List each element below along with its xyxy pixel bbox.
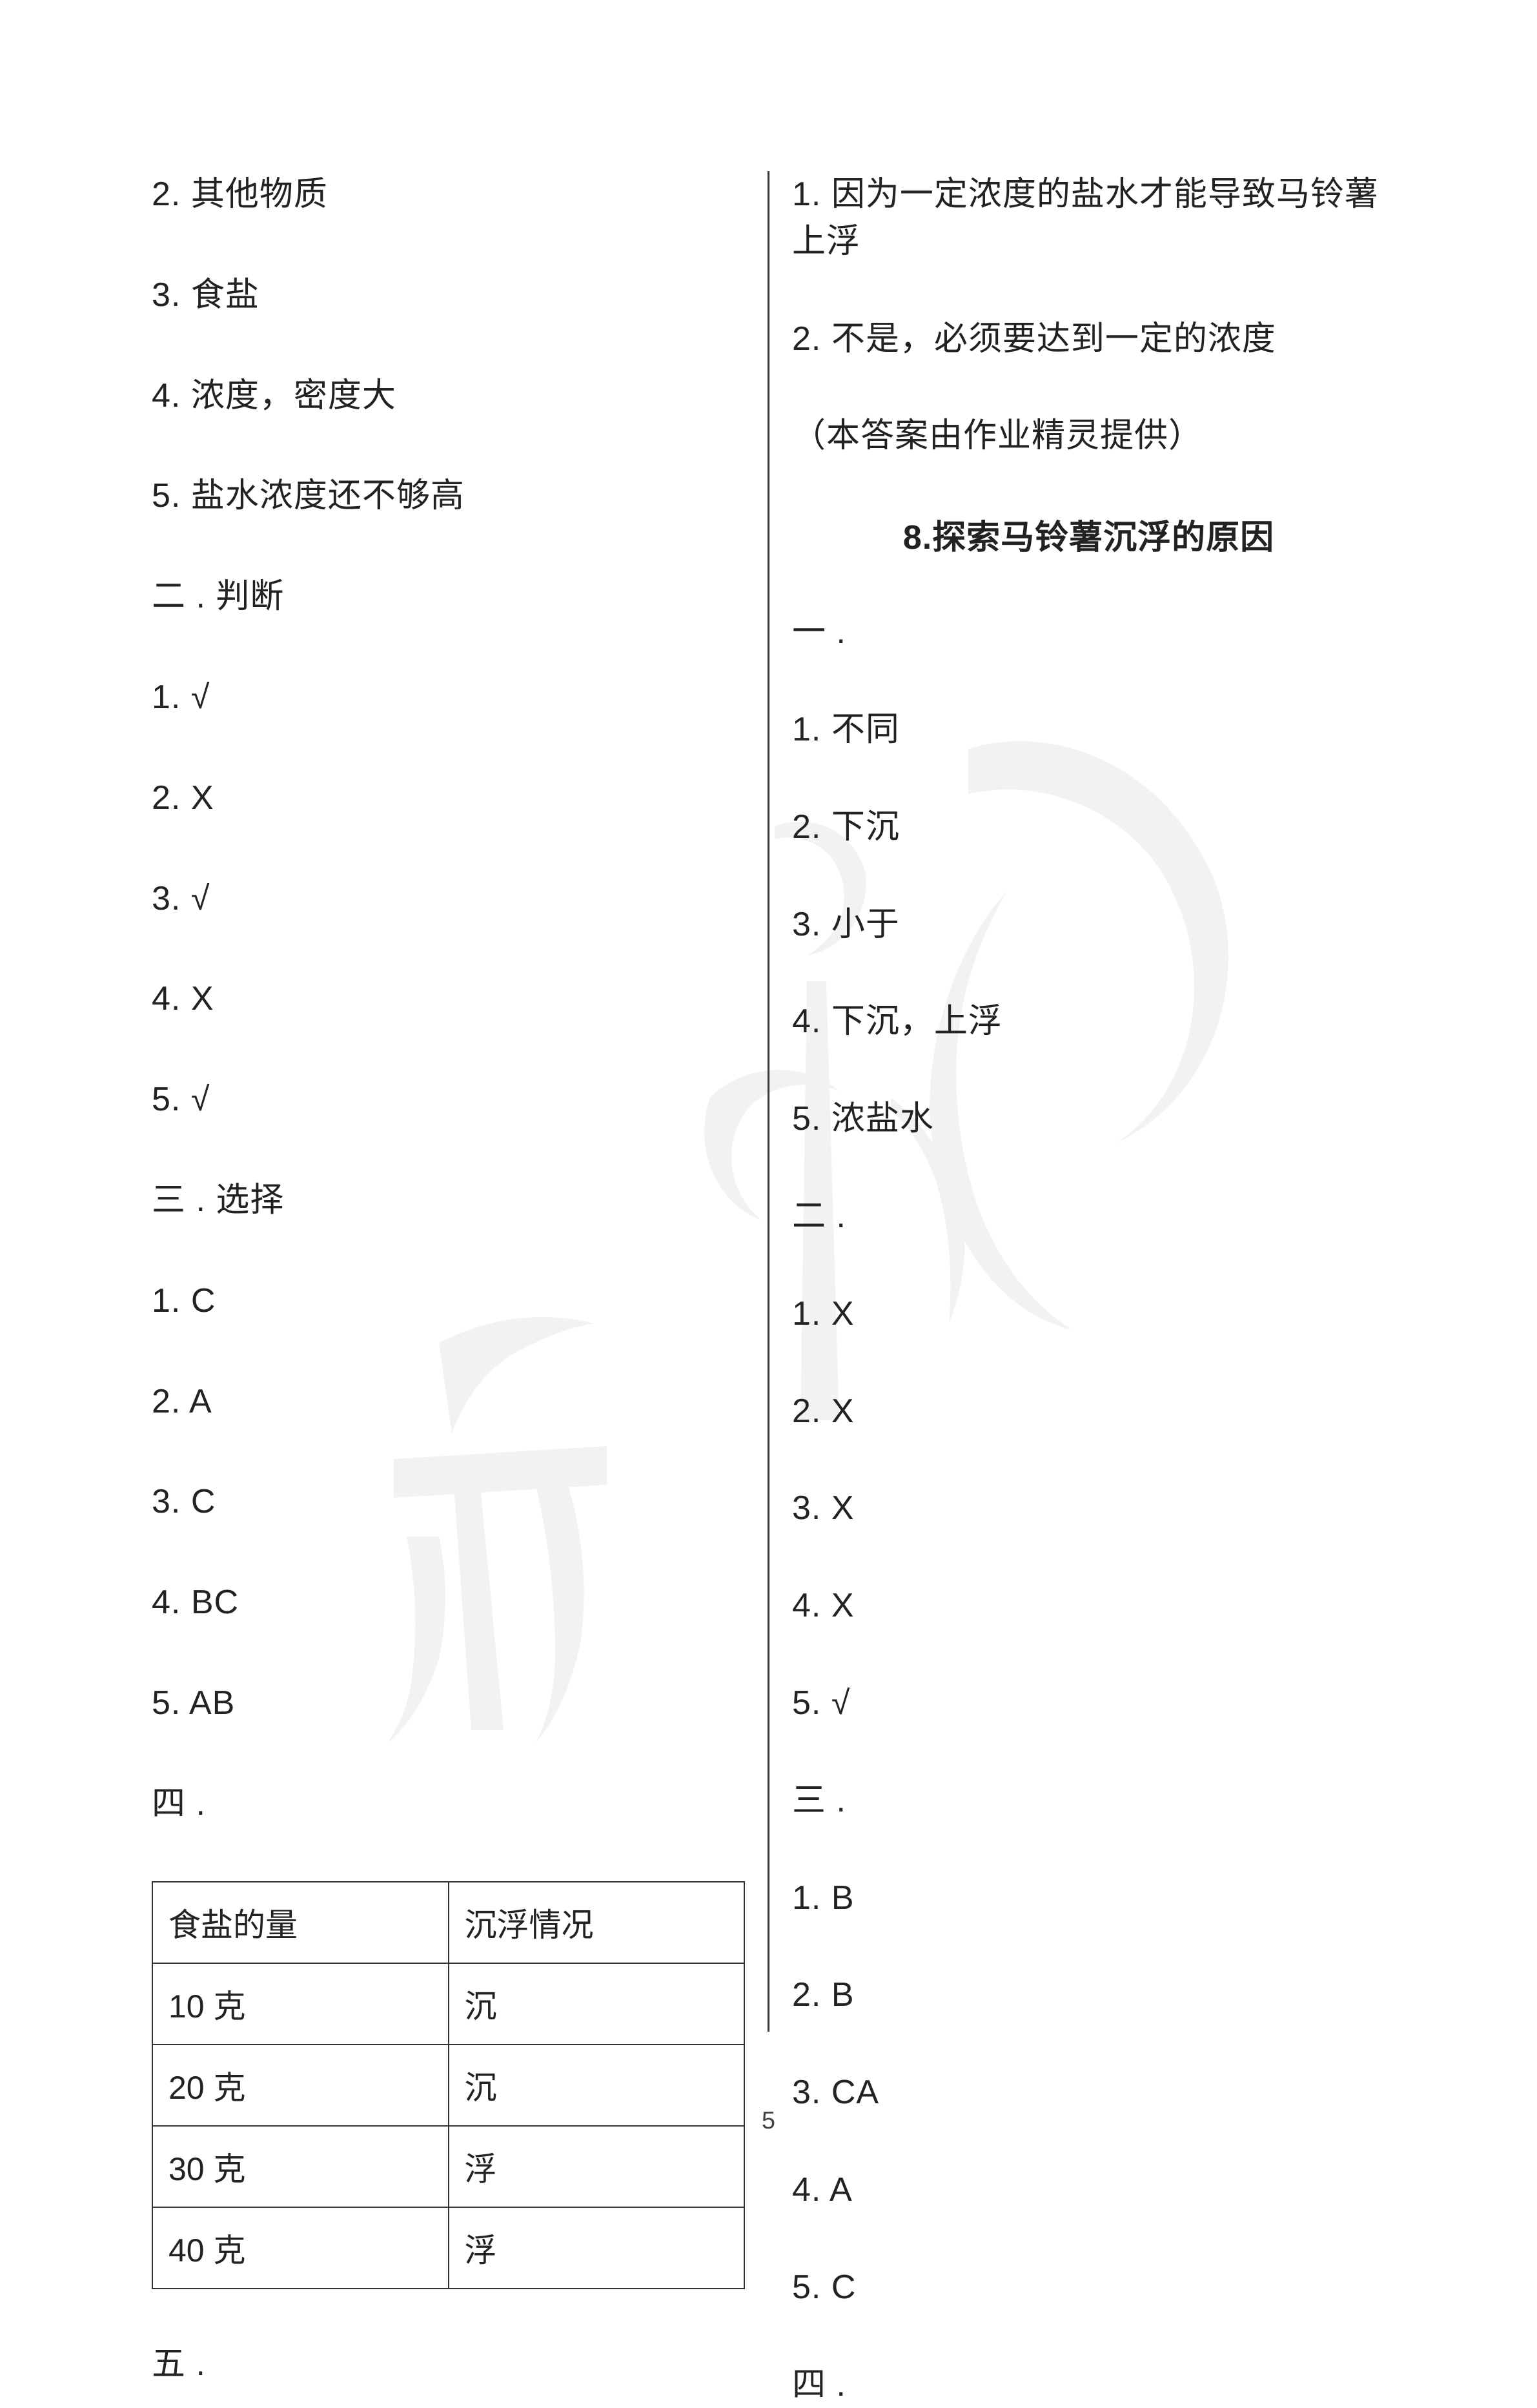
- answer-item: 1. 不同: [792, 706, 1385, 753]
- answer-item: 2. B: [792, 1972, 1385, 2019]
- lesson-title: 8.探索马铃薯沉浮的原因: [792, 510, 1385, 558]
- answer-item: 1. B: [792, 1875, 1385, 1922]
- answer-item: 3. 小于: [792, 901, 1385, 948]
- answer-item: 2. 不是，必须要达到一定的浓度: [792, 316, 1385, 363]
- answer-item: 5. 盐水浓度还不够高: [152, 473, 745, 520]
- table-row: 食盐的量 沉浮情况: [152, 1882, 744, 1963]
- answer-item: 2. X: [792, 1388, 1385, 1435]
- section-label: 二 . 判断: [152, 573, 745, 620]
- page-number: 5: [0, 2107, 1537, 2135]
- table-row: 40 克 浮: [152, 2207, 744, 2289]
- answer-item: 3. X: [792, 1485, 1385, 1532]
- table-cell: 10 克: [152, 1963, 449, 2045]
- table-cell: 沉: [449, 1963, 745, 2045]
- table-cell: 40 克: [152, 2207, 449, 2289]
- table-cell: 浮: [449, 2207, 745, 2289]
- answer-item: 1. 因为一定浓度的盐水才能导致马铃薯上浮: [792, 171, 1385, 265]
- answer-item: 3. C: [152, 1478, 745, 1525]
- answer-item: 1. X: [792, 1291, 1385, 1338]
- answer-item: 4. X: [792, 1582, 1385, 1629]
- table-cell: 浮: [449, 2126, 745, 2207]
- table-cell: 30 克: [152, 2126, 449, 2207]
- answer-item: 1. √: [152, 674, 745, 721]
- section-label: 二 .: [792, 1193, 1385, 1240]
- attribution-note: （本答案由作业精灵提供）: [792, 413, 1385, 460]
- answer-item: 2. 下沉: [792, 804, 1385, 851]
- columns-container: 2. 其他物质 3. 食盐 4. 浓度，密度大 5. 盐水浓度还不够高 二 . …: [129, 171, 1408, 2032]
- section-label: 四 .: [792, 2362, 1385, 2408]
- answer-item: 4. 下沉，上浮: [792, 998, 1385, 1045]
- answer-item: 5. AB: [152, 1680, 745, 1727]
- table-header-cell: 沉浮情况: [449, 1882, 745, 1963]
- answer-item: 2. 其他物质: [152, 171, 745, 218]
- salt-float-table: 食盐的量 沉浮情况 10 克 沉 20 克 沉 30 克 浮 40 克 浮: [152, 1881, 745, 2289]
- answer-item: 4. BC: [152, 1579, 745, 1626]
- table-header-cell: 食盐的量: [152, 1882, 449, 1963]
- answer-item: 5. C: [792, 2264, 1385, 2311]
- section-label: 五 .: [152, 2341, 745, 2388]
- answer-item: 4. 浓度，密度大: [152, 372, 745, 420]
- answer-item: 2. A: [152, 1378, 745, 1425]
- table-row: 10 克 沉: [152, 1963, 744, 2045]
- answer-item: 3. √: [152, 875, 745, 923]
- section-label: 一 .: [792, 609, 1385, 656]
- answer-item: 5. √: [152, 1076, 745, 1123]
- section-label: 三 . 选择: [152, 1177, 745, 1224]
- left-column: 2. 其他物质 3. 食盐 4. 浓度，密度大 5. 盐水浓度还不够高 二 . …: [129, 171, 769, 2032]
- answer-item: 3. 食盐: [152, 272, 745, 319]
- answer-item: 5. 浓盐水: [792, 1096, 1385, 1143]
- right-column: 1. 因为一定浓度的盐水才能导致马铃薯上浮 2. 不是，必须要达到一定的浓度 （…: [769, 171, 1408, 2032]
- answer-item: 1. C: [152, 1278, 745, 1325]
- answer-item: 2. X: [152, 775, 745, 822]
- answer-item: 4. X: [152, 975, 745, 1023]
- answer-item: 5. √: [792, 1680, 1385, 1727]
- section-label: 四 .: [152, 1780, 745, 1828]
- section-label: 三 .: [792, 1777, 1385, 1824]
- document-page: 2. 其他物质 3. 食盐 4. 浓度，密度大 5. 盐水浓度还不够高 二 . …: [0, 0, 1537, 2174]
- table-row: 30 克 浮: [152, 2126, 744, 2207]
